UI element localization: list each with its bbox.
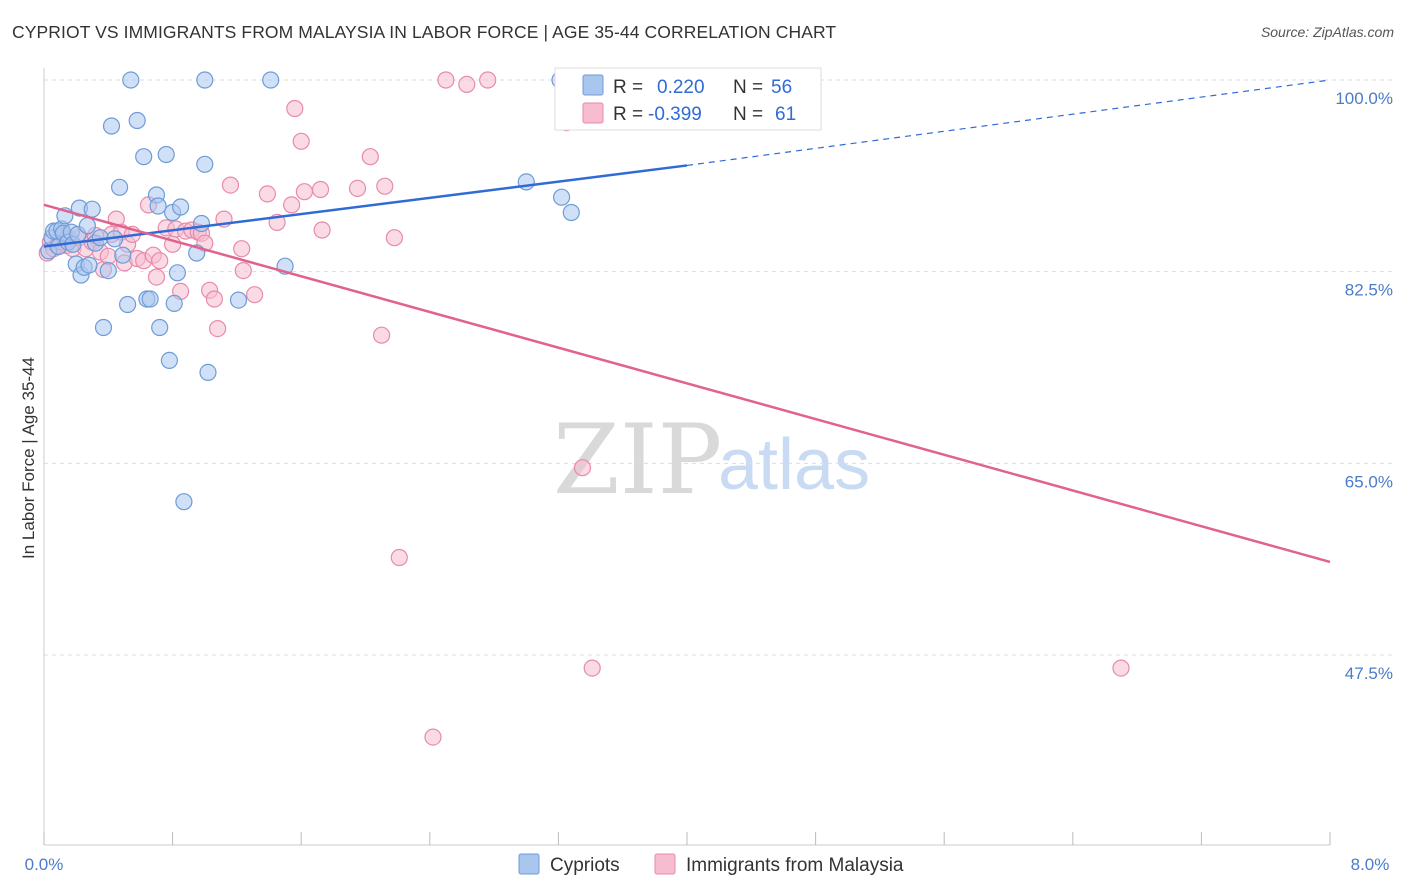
malaysia-point-55	[373, 326, 391, 344]
y-tick-label-1: 82.5%	[1345, 281, 1393, 300]
malaysia-point-64	[573, 459, 592, 477]
malaysia-point-66	[1112, 659, 1130, 677]
gridlines	[44, 79, 1392, 656]
malaysia-point-61	[458, 75, 476, 94]
malaysia-point-49	[292, 132, 310, 150]
bottom-legend-label-malaysia: Immigrants from Malaysia	[686, 855, 904, 876]
legend-r-label-2: R =	[613, 104, 643, 125]
malaysia-point-58	[390, 548, 408, 567]
y-tick-label-3: 47.5%	[1345, 664, 1393, 683]
legend-n-value-malaysia: 61	[775, 104, 796, 125]
bottom-legend-swatch-cypriots	[518, 853, 540, 875]
cypriots-point-46	[196, 71, 214, 89]
malaysia-point-27	[151, 252, 169, 270]
y-axis-label: In Labor Force | Age 35-44	[19, 357, 38, 559]
cypriots-point-25	[110, 178, 129, 196]
malaysia-point-57	[385, 229, 403, 247]
series-legend: Cypriots Immigrants from Malaysia	[518, 853, 904, 876]
cypriots-point-22	[99, 262, 117, 280]
malaysia-point-59	[424, 728, 442, 746]
watermark-atlas: atlas	[718, 425, 870, 505]
bottom-legend-swatch-malaysia	[654, 853, 676, 875]
legend-r-value-malaysia: -0.399	[648, 104, 702, 125]
cypriots-point-48	[229, 291, 248, 309]
cypriots-point-34	[149, 197, 167, 215]
cypriots-point-54	[562, 203, 580, 222]
legend-n-label-2: N =	[733, 104, 763, 125]
malaysia-point-51	[311, 180, 330, 199]
malaysia-point-38	[205, 290, 223, 308]
x-tick-label-max: 8.0%	[1351, 855, 1390, 874]
malaysia-point-47	[283, 196, 301, 214]
cypriots-point-30	[135, 148, 153, 166]
y-tick-label-0: 100.0%	[1335, 89, 1393, 108]
y-tick-labels: 100.0% 82.5% 65.0% 47.5%	[1335, 89, 1393, 683]
source-credit: Source: ZipAtlas.com	[1260, 24, 1394, 40]
series-cypriots-points	[40, 71, 580, 511]
malaysia-point-54	[361, 148, 379, 166]
cypriots-point-39	[165, 294, 183, 312]
cypriots-point-47	[199, 363, 217, 381]
cypriots-point-36	[157, 145, 175, 164]
malaysia-point-15	[99, 247, 117, 265]
malaysia-point-39	[209, 320, 227, 338]
cypriots-point-53	[552, 188, 571, 206]
y-tick-label-2: 65.0%	[1345, 472, 1393, 491]
cypriots-point-28	[122, 71, 140, 89]
correlation-legend: R = 0.220 N = 56 R = -0.399 N = 61	[554, 67, 822, 131]
malaysia-point-52	[313, 221, 331, 239]
x-ticks	[43, 832, 1331, 845]
legend-n-label-1: N =	[733, 77, 763, 98]
cypriots-point-32	[141, 290, 159, 308]
malaysia-point-48	[286, 99, 304, 118]
cypriots-point-41	[172, 198, 190, 216]
malaysia-point-45	[258, 185, 276, 203]
legend-r-label-1: R =	[613, 77, 643, 98]
malaysia-point-62	[479, 71, 497, 89]
trend-line-cypriots-extension	[686, 79, 1331, 167]
malaysia-point-50	[295, 183, 313, 201]
malaysia-point-44	[246, 286, 264, 304]
trend-line-malaysia	[43, 203, 1331, 564]
malaysia-point-60	[437, 71, 455, 89]
legend-swatch-malaysia	[582, 102, 604, 124]
cypriots-point-45	[196, 155, 214, 173]
cypriots-point-21	[94, 318, 113, 337]
x-tick-label-min: 0.0%	[25, 855, 64, 874]
cypriots-point-37	[160, 351, 178, 369]
cypriots-point-35	[151, 318, 169, 337]
cypriots-point-40	[168, 264, 186, 282]
malaysia-point-26	[147, 268, 166, 286]
malaysia-point-43	[234, 262, 252, 280]
watermark-zip: ZIP	[553, 404, 722, 516]
cypriots-point-29	[128, 111, 146, 130]
cypriots-point-16	[78, 217, 97, 235]
cypriots-point-27	[118, 295, 137, 314]
legend-r-value-cypriots: 0.220	[657, 77, 705, 98]
malaysia-point-56	[376, 177, 394, 195]
malaysia-point-65	[583, 659, 601, 677]
trend-lines	[43, 79, 1331, 564]
chart-title: CYPRIOT VS IMMIGRANTS FROM MALAYSIA IN L…	[12, 22, 837, 42]
legend-n-value-cypriots: 56	[771, 77, 792, 98]
cypriots-point-17	[80, 256, 98, 274]
trend-line-cypriots	[43, 164, 688, 248]
malaysia-point-42	[233, 240, 251, 258]
legend-swatch-cypriots	[582, 74, 604, 96]
cypriots-point-44	[192, 214, 211, 233]
cypriots-point-49	[262, 71, 280, 89]
cypriots-point-18	[83, 200, 101, 218]
cypriots-point-23	[102, 117, 121, 135]
malaysia-point-53	[348, 179, 367, 197]
cypriots-point-42	[175, 493, 193, 511]
malaysia-point-41	[221, 176, 240, 194]
bottom-legend-label-cypriots: Cypriots	[550, 855, 620, 876]
cypriots-point-26	[114, 246, 132, 264]
